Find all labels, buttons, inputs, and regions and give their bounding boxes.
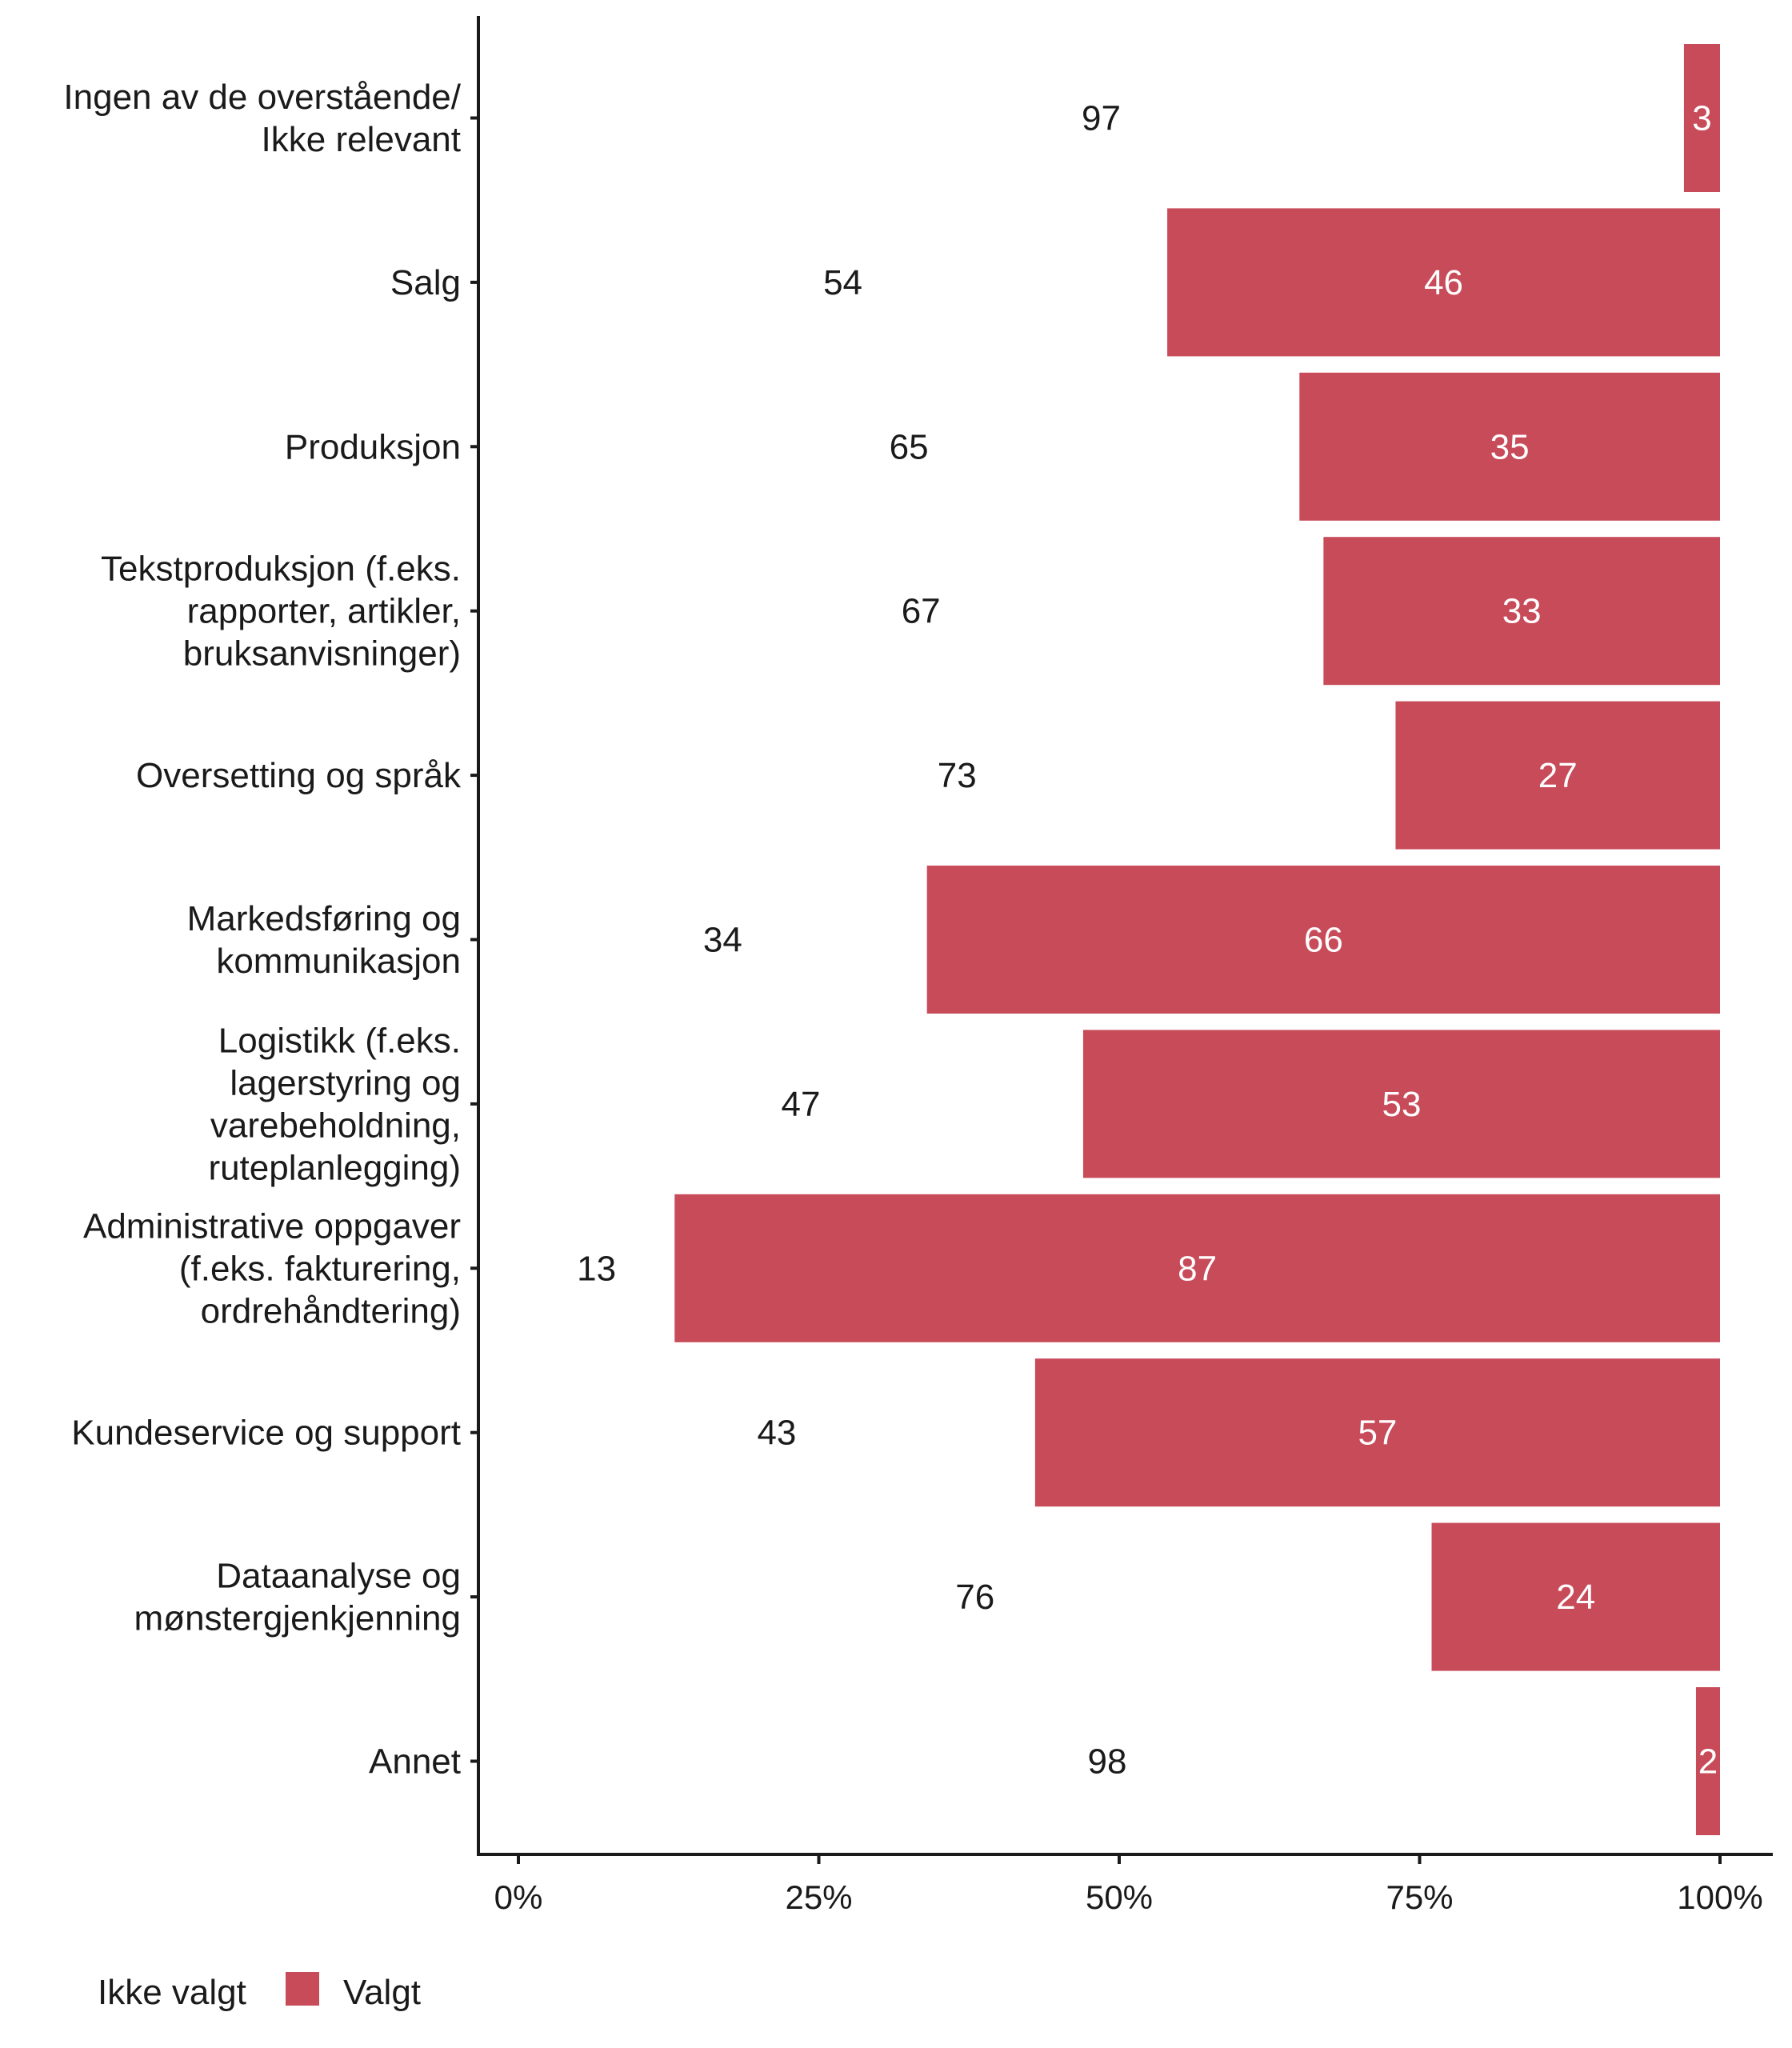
bar-valgt-4 [1395, 701, 1720, 850]
legend-swatch-valgt [286, 1972, 319, 2006]
legend-label-ikke-valgt: Ikke valgt [98, 1973, 246, 2012]
bar-valgt-1 [1167, 208, 1720, 357]
value-label-valgt-0: 3 [1692, 99, 1711, 138]
bar-valgt-10 [1695, 1687, 1720, 1835]
value-label-ikke-valgt-2: 65 [890, 427, 929, 466]
category-label-5: Markedsføring og kommunikasjon [187, 899, 461, 981]
category-label-1: Salg [390, 263, 461, 302]
bar-valgt-3 [1323, 537, 1720, 686]
value-label-ikke-valgt-4: 73 [938, 756, 977, 795]
value-label-valgt-8: 57 [1358, 1414, 1397, 1453]
category-label-0: Ingen av de overstående/Ikke relevant [63, 78, 461, 159]
value-label-ikke-valgt-7: 13 [577, 1249, 616, 1288]
bar-valgt-9 [1431, 1522, 1720, 1671]
value-label-valgt-2: 35 [1490, 427, 1530, 466]
value-label-ikke-valgt-3: 67 [902, 592, 941, 631]
bars-layer [674, 44, 1720, 1835]
category-label-7: Administrative oppgaver (f.eks. faktureri… [83, 1206, 461, 1330]
category-label-4: Oversetting og språk [136, 756, 462, 795]
legend: Ikke valgt Valgt [98, 1972, 421, 2012]
x-tick-label-0: 0% [494, 1878, 543, 1916]
value-label-valgt-7: 87 [1178, 1249, 1217, 1288]
bar-valgt-5 [926, 866, 1720, 1014]
category-labels-layer: Ingen av de overstående/Ikke relevant Sal… [63, 78, 462, 1782]
x-tick-label-1: 25% [785, 1878, 852, 1916]
value-label-ikke-valgt-9: 76 [955, 1578, 994, 1617]
x-tick-label-4: 100% [1677, 1878, 1762, 1916]
x-tick-label-3: 75% [1386, 1878, 1453, 1916]
value-labels-layer: 97 3 54 46 65 35 67 33 73 27 34 66 47 53 13 87 43 57 76 24 9… [577, 99, 1718, 1782]
value-label-valgt-3: 33 [1502, 592, 1542, 631]
value-label-ikke-valgt-8: 43 [757, 1414, 796, 1453]
value-label-valgt-9: 24 [1556, 1578, 1595, 1617]
category-label-10: Annet [369, 1742, 461, 1782]
value-label-valgt-10: 2 [1698, 1742, 1718, 1782]
legend-label-valgt: Valgt [343, 1973, 421, 2012]
bar-valgt-8 [1034, 1358, 1720, 1507]
value-label-ikke-valgt-0: 97 [1082, 99, 1121, 138]
x-tick-label-2: 50% [1086, 1878, 1153, 1916]
category-label-6: Logistikk (f.eks. lagerstyring og varebeho… [208, 1021, 461, 1187]
bar-valgt-7 [674, 1194, 1720, 1342]
bar-valgt-0 [1683, 44, 1720, 192]
value-label-ikke-valgt-10: 98 [1088, 1742, 1127, 1782]
value-label-ikke-valgt-6: 47 [781, 1085, 820, 1124]
category-label-3: Tekstproduksjon (f.eks. rapporter, artikl… [101, 550, 461, 674]
value-label-ikke-valgt-5: 34 [703, 921, 742, 960]
value-label-valgt-1: 46 [1424, 263, 1463, 302]
category-label-9: Dataanalyse og mønstergjenkjenning [134, 1557, 461, 1638]
category-label-2: Produksjon [285, 427, 461, 466]
bar-valgt-6 [1082, 1030, 1720, 1178]
category-label-8: Kundeservice og support [71, 1414, 461, 1453]
value-label-valgt-5: 66 [1304, 921, 1343, 960]
value-label-valgt-4: 27 [1538, 756, 1578, 795]
value-label-ikke-valgt-1: 54 [823, 263, 862, 302]
bar-valgt-2 [1299, 372, 1720, 521]
value-label-valgt-6: 53 [1382, 1085, 1421, 1124]
axes-layer: 0% 25% 50% 75% 100% [470, 16, 1773, 1916]
